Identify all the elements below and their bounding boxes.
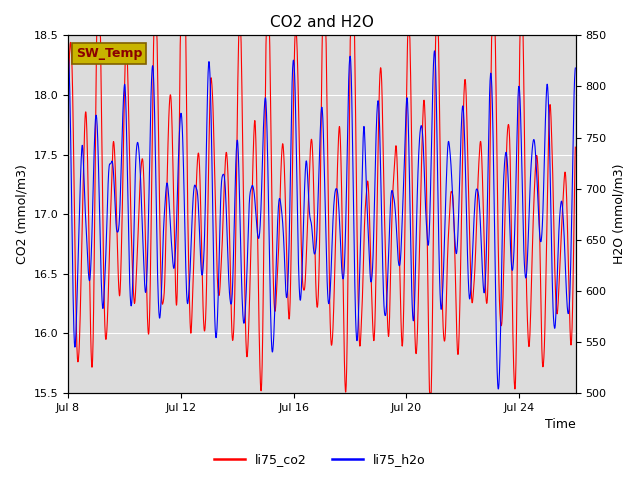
Legend: li75_co2, li75_h2o: li75_co2, li75_h2o [209, 448, 431, 471]
Y-axis label: CO2 (mmol/m3): CO2 (mmol/m3) [15, 164, 28, 264]
Y-axis label: H2O (mmol/m3): H2O (mmol/m3) [612, 164, 625, 264]
X-axis label: Time: Time [545, 419, 575, 432]
Text: SW_Temp: SW_Temp [76, 47, 142, 60]
Title: CO2 and H2O: CO2 and H2O [270, 15, 374, 30]
